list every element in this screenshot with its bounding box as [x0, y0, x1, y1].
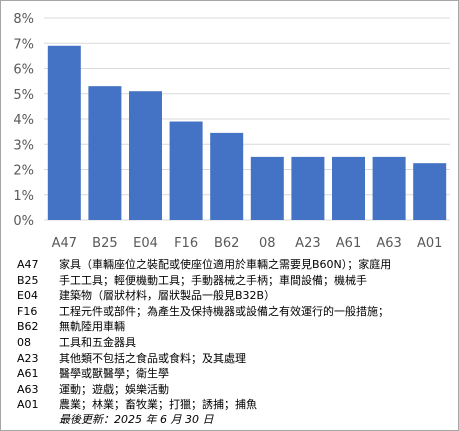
- legend-description: 農業；林業；畜牧業；打獵；誘捕；捕魚: [59, 398, 257, 412]
- legend-description: 醫學或獸醫學；衛生學: [59, 367, 169, 381]
- bar-E04: [129, 91, 162, 220]
- legend-code: A63: [17, 382, 39, 396]
- y-tick-label: 7%: [13, 37, 34, 52]
- bar-A23: [291, 156, 325, 220]
- last-updated: 最後更新：2025 年 6 月 30 日: [59, 413, 214, 426]
- x-tick-label: A47: [52, 236, 77, 251]
- legend-row: A61 醫學或獸醫學；衛生學: [17, 366, 457, 382]
- legend-code: B25: [17, 273, 39, 287]
- x-axis-ticks: A47 B25 E04 F16 B62 08 A23 A61 A63 A01: [52, 236, 443, 251]
- x-tick-label: A23: [295, 236, 320, 251]
- y-tick-label: 0%: [13, 214, 34, 229]
- x-tick-label: A61: [336, 236, 361, 251]
- legend-code: A23: [17, 351, 39, 365]
- legend-row: A23 其他類不包括之食品或食料；及其處理: [17, 351, 457, 367]
- bar-F16: [169, 121, 203, 220]
- bar-A63: [372, 156, 406, 220]
- legend-description: 工具和五金器具: [59, 335, 136, 349]
- x-tick-label: E04: [133, 236, 158, 251]
- legend-row: A01 農業；林業；畜牧業；打獵；誘捕；捕魚: [17, 397, 457, 413]
- bar-A47: [47, 45, 81, 221]
- x-tick-label: A01: [417, 236, 442, 251]
- y-tick-label: 4%: [13, 113, 34, 128]
- legend-description: 手工工具；輕便機動工具；手動器械之手柄；車間設備；機械手: [59, 273, 367, 287]
- y-tick-label: 1%: [13, 189, 34, 204]
- legend-row: E04 建築物（層狀材料，層狀製品一般見B32B）: [17, 288, 457, 304]
- y-axis-ticks: 0% 1% 2% 3% 4% 5% 6% 7% 8%: [13, 12, 34, 229]
- bar-08: [250, 156, 284, 220]
- bar-A61: [332, 156, 365, 220]
- legend-row: F16 工程元件或部件；為產生及保持機器或設備之有效運行的一般措施；: [17, 304, 457, 320]
- y-tick-label: 3%: [13, 138, 34, 153]
- legend-code: B62: [17, 320, 39, 334]
- bar-B25: [88, 86, 122, 220]
- y-tick-label: 6%: [13, 63, 34, 78]
- x-tick-label: A63: [376, 236, 401, 251]
- legend-description: 工程元件或部件；為產生及保持機器或設備之有效運行的一般措施；: [59, 304, 389, 318]
- legend-code: A47: [17, 258, 39, 271]
- y-tick-label: 2%: [13, 164, 34, 179]
- legend-description: 無軌陸用車輛: [59, 320, 125, 334]
- legend-code: A61: [17, 367, 39, 381]
- legend-code: 08: [17, 335, 31, 349]
- legend-row: 08 工具和五金器具: [17, 335, 457, 351]
- legend-description: 建築物（層狀材料，層狀製品一般見B32B）: [59, 289, 276, 303]
- bar-A01: [413, 163, 447, 220]
- bars: [47, 45, 447, 221]
- legend-row: B25 手工工具；輕便機動工具；手動器械之手柄；車間設備；機械手: [17, 273, 457, 289]
- legend-description: 其他類不包括之食品或食料；及其處理: [59, 351, 246, 365]
- y-tick-label: 5%: [13, 88, 34, 103]
- legend-row: B62 無軌陸用車輛: [17, 319, 457, 335]
- x-tick-label: 08: [259, 236, 276, 251]
- x-tick-label: B62: [214, 236, 239, 251]
- legend-description: 運動；遊戲；娛樂活動: [59, 382, 169, 396]
- bar-chart: 0%1%2%3%4%5%6%7%8% A47 B25 E04 F16 B62 08 A23 A…: [13, 12, 450, 251]
- x-tick-label: F16: [174, 236, 198, 251]
- x-tick-label: B25: [92, 236, 117, 251]
- legend-code: E04: [17, 289, 38, 303]
- legend-row: A47 家具（車輛座位之裝配或使座位適用於車輛之需要見B60N）；家庭用: [17, 257, 457, 273]
- legend-row: A63 運動；遊戲；娛樂活動: [17, 382, 457, 398]
- y-tick-label: 8%: [13, 12, 34, 27]
- legend-description: 家具（車輛座位之裝配或使座位適用於車輛之需要見B60N）；家庭用: [59, 258, 392, 271]
- bar-B62: [210, 132, 244, 220]
- category-legend: A47 家具（車輛座位之裝配或使座位適用於車輛之需要見B60N）；家庭用 B25 手工…: [17, 257, 457, 413]
- legend-code: F16: [17, 304, 38, 318]
- legend-code: A01: [17, 398, 39, 412]
